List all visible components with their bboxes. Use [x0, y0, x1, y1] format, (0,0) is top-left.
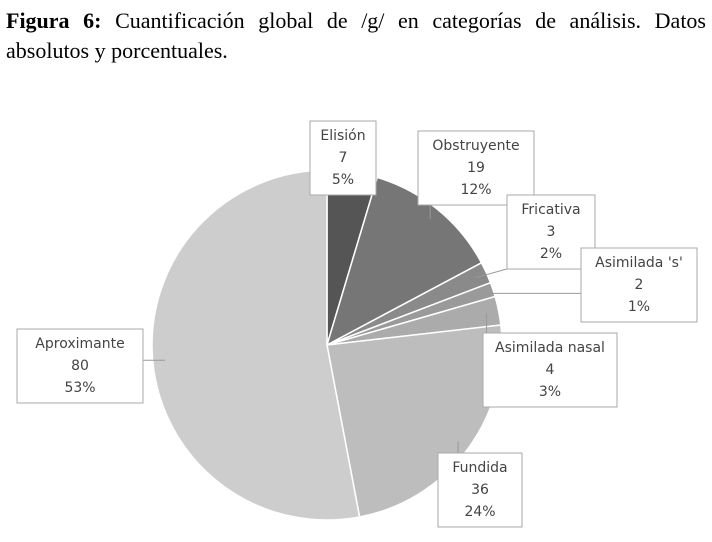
leader-line	[475, 268, 508, 279]
label-box	[309, 120, 377, 196]
pie-slice	[151, 169, 361, 521]
slice-label: Elisión	[320, 128, 365, 144]
caption: Figura 6: Cuantificación global de /g/ e…	[6, 6, 706, 66]
label-box	[506, 194, 596, 270]
slice-value: 4	[546, 362, 555, 378]
slice-value: 7	[339, 150, 348, 166]
slice-label: Aproximante	[35, 336, 124, 352]
slice-percent: 1%	[628, 299, 650, 315]
slice-value: 80	[71, 358, 89, 374]
label-box	[437, 452, 523, 528]
caption-label: Figura 6:	[6, 8, 102, 33]
label-box	[417, 130, 535, 206]
slice-label: Asimilada 's'	[595, 255, 683, 271]
slice-percent: 53%	[64, 380, 95, 396]
slice-percent: 3%	[539, 384, 561, 400]
slice-value: 3	[547, 224, 556, 240]
slice-percent: 5%	[332, 172, 354, 188]
slice-percent: 24%	[464, 504, 495, 520]
chart-title: Cuantificación global de /g/ en categorí…	[6, 8, 706, 63]
slice-label: Obstruyente	[432, 138, 519, 154]
slices	[151, 169, 503, 521]
pie-slice	[325, 176, 483, 347]
slice-value: 2	[635, 277, 644, 293]
label-box	[482, 332, 618, 408]
label-box	[16, 328, 144, 404]
slice-label: Asimilada nasal	[495, 340, 605, 356]
slice-label: Fundida	[452, 460, 507, 476]
slice-percent: 12%	[460, 182, 491, 198]
label-box	[580, 247, 698, 323]
slice-label: Fricativa	[521, 202, 580, 218]
slice-value: 19	[467, 160, 485, 176]
slice-percent: 2%	[540, 246, 562, 262]
labels: Elisión 7 5% Obstruyente 19 12% Fricativa 3 2% As…	[16, 120, 698, 528]
slice-value: 36	[471, 482, 489, 498]
